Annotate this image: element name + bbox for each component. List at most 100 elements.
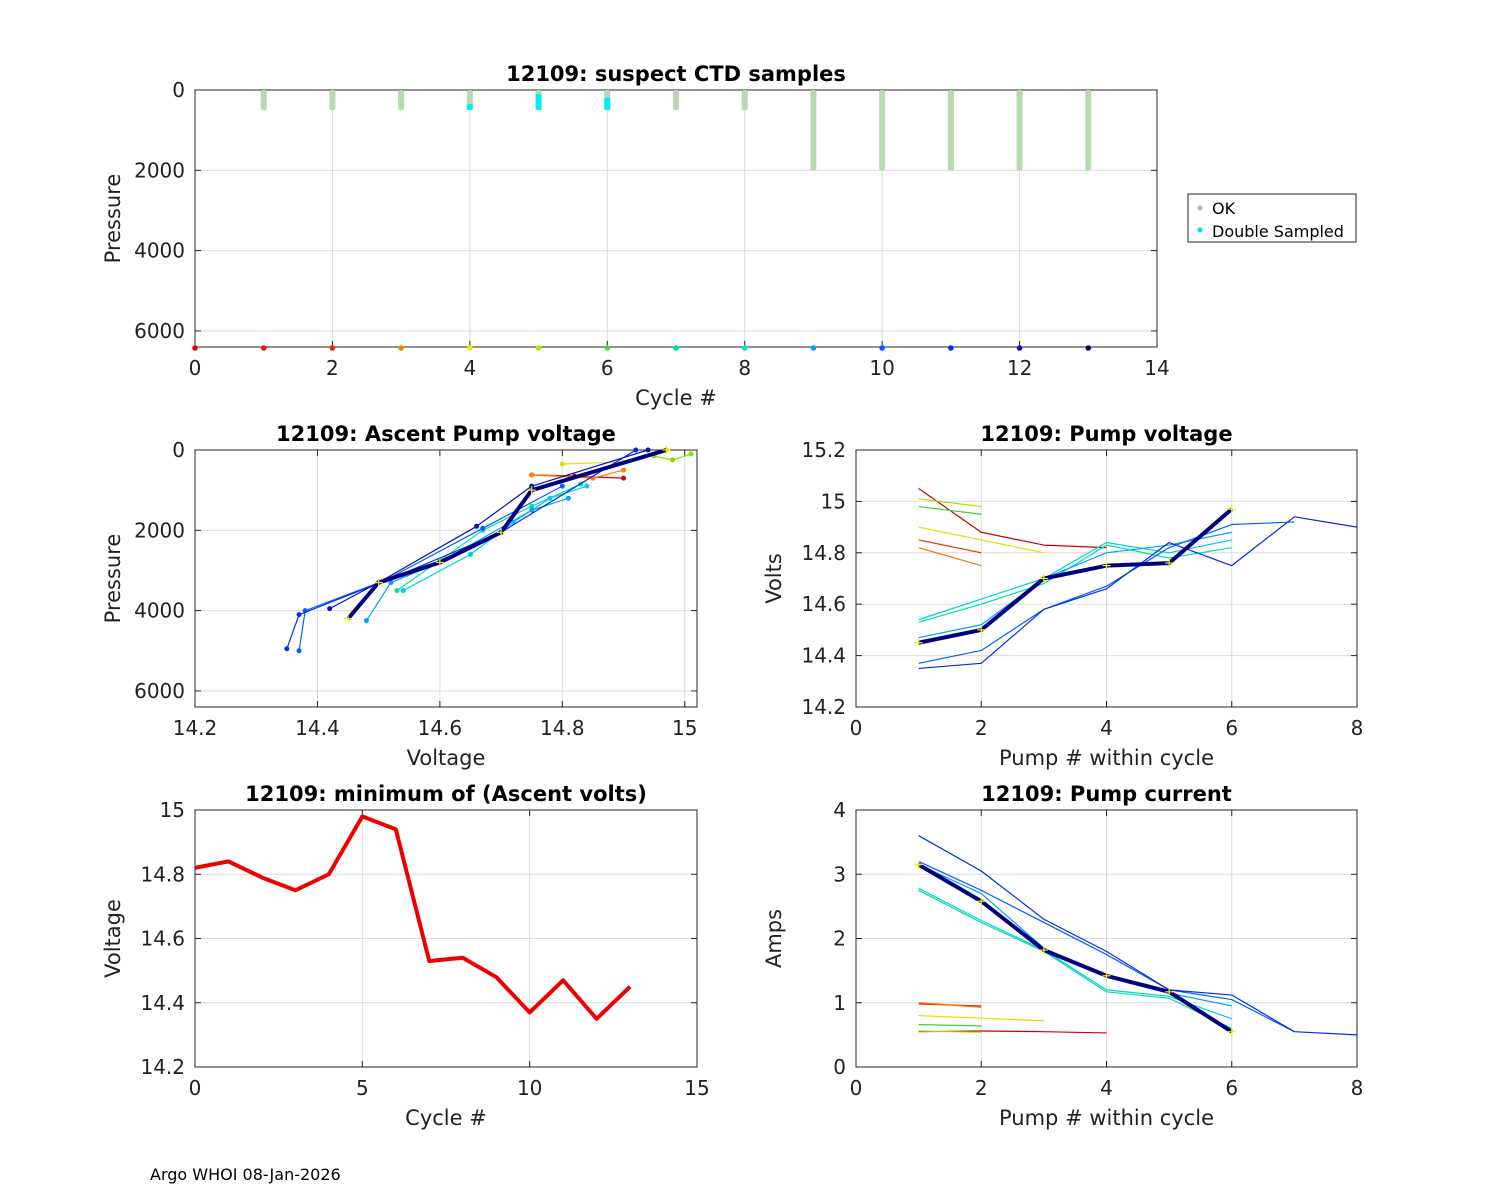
data-point	[547, 495, 553, 501]
data-point	[688, 451, 694, 457]
x-tick-label: 6	[601, 356, 614, 380]
data-point	[1165, 559, 1174, 568]
data-point	[559, 483, 565, 489]
y-tick-label: 0	[172, 78, 185, 102]
y-tick-label: 2	[833, 927, 846, 951]
y-tick-label: 14.6	[801, 592, 846, 616]
data-point	[374, 578, 383, 587]
series-line	[918, 887, 1232, 1020]
data-point	[559, 461, 565, 467]
data-point	[1039, 946, 1048, 955]
footer-label: Argo WHOI 08-Jan-2026	[150, 1165, 341, 1184]
ok-sample	[1016, 90, 1023, 171]
y-tick-label: 4	[833, 798, 846, 822]
y-tick-label: 14.2	[801, 695, 846, 719]
y-tick-label: 6000	[134, 679, 185, 703]
chart-suspect: 0 2 4 6 8 10 12 14 0 2000 4000 6000 12109: suspect C…	[101, 62, 1357, 410]
data-point	[977, 897, 986, 906]
data-point	[394, 588, 400, 594]
y-tick-label: 4000	[134, 599, 185, 623]
y-tick-label: 14.4	[801, 644, 846, 668]
chart-minv: 0 5 10 15 14.2 14.4 14.6 14.8 15 12109: minimum o…	[101, 782, 710, 1130]
y-axis-label: Pressure	[101, 174, 125, 264]
x-tick-label: 14.2	[173, 716, 218, 740]
legend-marker-ok	[1197, 205, 1203, 211]
axes-frame	[194, 809, 698, 1068]
x-tick-label: 2	[975, 1076, 988, 1100]
y-tick-label: 1	[833, 991, 846, 1015]
x-tick-label: 10	[517, 1076, 542, 1100]
x-tick-label: 0	[189, 1076, 202, 1100]
data-point	[529, 483, 535, 489]
y-tick-label: 4000	[134, 239, 185, 263]
series-line	[918, 521, 1295, 664]
series-line	[917, 862, 1233, 1034]
data-point	[584, 483, 590, 489]
data-point	[633, 447, 639, 453]
y-tick-label: 6000	[134, 319, 185, 343]
cycle-marker	[810, 345, 817, 351]
data-point	[529, 472, 535, 478]
x-tick-label: 5	[356, 1076, 369, 1100]
x-tick-label: 14.8	[540, 716, 585, 740]
series-line	[918, 505, 982, 515]
cycle-marker	[673, 345, 679, 351]
cycle-marker	[741, 345, 748, 351]
series-line	[918, 516, 1358, 670]
x-tick-label: 8	[1351, 1076, 1364, 1100]
series-line	[918, 1030, 982, 1033]
y-tick-label: 14.8	[140, 862, 185, 886]
x-tick-label: 14.4	[295, 716, 340, 740]
chart-title: 12109: Pump voltage	[980, 422, 1232, 446]
series-line	[918, 539, 982, 554]
cycle-marker	[948, 345, 954, 351]
series-line	[918, 1023, 982, 1027]
x-tick-label: 14.6	[418, 716, 463, 740]
ok-sample	[673, 90, 679, 111]
ok-sample	[260, 90, 267, 111]
data-point	[1039, 574, 1048, 583]
series-line	[286, 449, 637, 649]
data-point	[497, 528, 506, 537]
cycle-marker	[535, 345, 542, 351]
axes-frame	[855, 809, 1358, 1068]
x-tick-label: 4	[1100, 716, 1113, 740]
data-point	[527, 486, 536, 495]
x-axis-label: Cycle #	[405, 1106, 487, 1130]
data-point	[435, 558, 444, 567]
cycle-marker	[398, 345, 404, 351]
x-tick-label: 12	[1007, 356, 1032, 380]
y-tick-label: 2000	[134, 518, 185, 542]
ok-sample	[329, 90, 336, 111]
y-tick-label: 15.2	[801, 438, 846, 462]
chart-title: 12109: Pump current	[981, 782, 1232, 806]
y-tick-label: 0	[833, 1055, 846, 1079]
y-axis-label: Amps	[762, 909, 786, 968]
ok-sample	[398, 90, 405, 111]
axes-frame	[194, 449, 698, 708]
series-line	[194, 814, 632, 1021]
series-line	[918, 544, 1232, 623]
data-point	[480, 525, 486, 531]
data-point	[645, 447, 651, 453]
y-tick-label: 14.6	[140, 927, 185, 951]
data-point	[363, 618, 369, 624]
y-tick-label: 3	[833, 862, 846, 886]
cycle-marker	[1085, 345, 1092, 351]
ok-sample	[741, 90, 748, 111]
x-tick-label: 8	[738, 356, 751, 380]
x-tick-label: 2	[975, 716, 988, 740]
series-line	[918, 1015, 1044, 1022]
chart-ascent: 14.2 14.4 14.6 14.8 15 0 2000 4000 6000 12109: As…	[101, 422, 698, 770]
x-tick-label: 0	[850, 716, 863, 740]
legend-box	[1187, 193, 1357, 243]
x-tick-label: 15	[684, 1076, 709, 1100]
y-tick-label: 15	[160, 798, 185, 822]
double-sampled-sample	[604, 97, 611, 111]
data-point	[344, 614, 353, 623]
y-tick-label: 2000	[134, 158, 185, 182]
data-point	[1165, 987, 1174, 996]
legend-marker-double-sampled	[1197, 227, 1203, 233]
y-tick-label: 14.2	[140, 1055, 185, 1079]
